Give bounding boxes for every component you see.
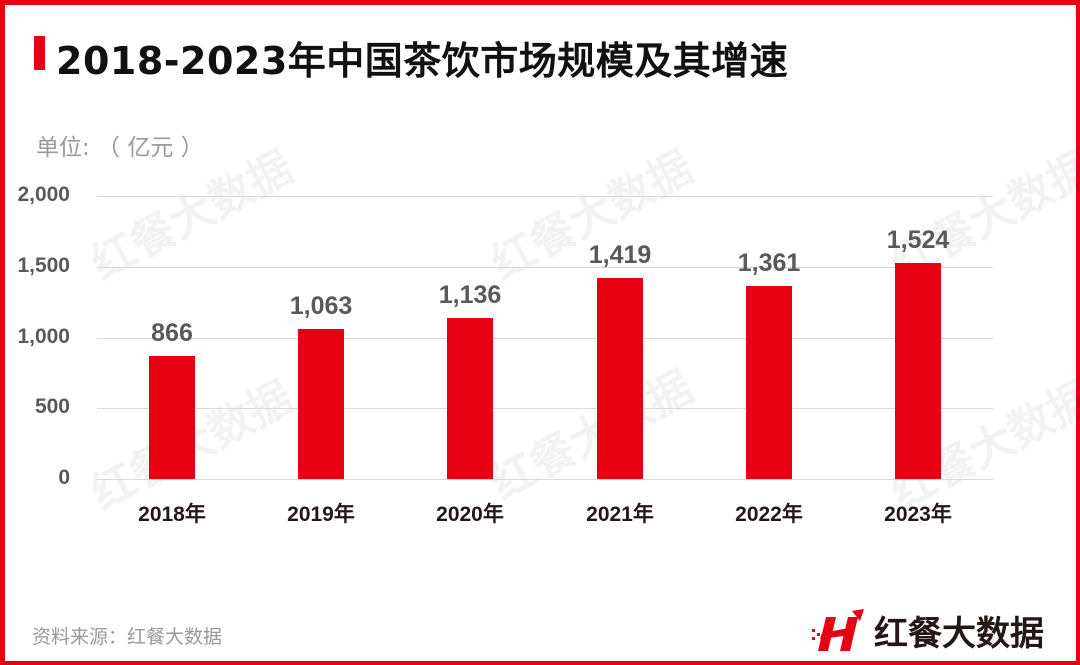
x-tick-label: 2020年 bbox=[436, 503, 504, 526]
unit-label: 单位: （ 亿元 ） bbox=[36, 135, 204, 161]
y-tick-label: 2,000 bbox=[17, 183, 70, 206]
x-tick-label: 2019年 bbox=[287, 503, 355, 526]
gridline bbox=[97, 196, 993, 197]
brand-logo: 红餐大数据 bbox=[808, 606, 1044, 655]
value-label: 866 bbox=[151, 319, 193, 347]
source-note: 资料来源：红餐大数据 bbox=[32, 626, 223, 648]
title-accent-bar bbox=[34, 36, 45, 70]
gridline bbox=[97, 267, 993, 268]
value-label: 1,361 bbox=[737, 249, 801, 277]
y-tick-label: 500 bbox=[34, 395, 70, 418]
bar-2018年 bbox=[149, 356, 195, 479]
value-label: 1,524 bbox=[886, 226, 950, 254]
x-tick-label: 2022年 bbox=[735, 503, 803, 526]
chart-title: 2018-2023年中国茶饮市场规模及其增速 bbox=[56, 39, 789, 83]
gridline bbox=[97, 338, 993, 339]
y-tick-label: 1,000 bbox=[17, 325, 70, 348]
gridline bbox=[97, 479, 993, 480]
x-tick-label: 2021年 bbox=[586, 503, 654, 526]
bar-2020年 bbox=[447, 318, 493, 479]
bar-2019年 bbox=[298, 329, 344, 479]
bar-2022年 bbox=[746, 286, 792, 479]
y-tick-label: 1,500 bbox=[17, 254, 70, 277]
value-label: 1,136 bbox=[438, 281, 502, 309]
x-tick-label: 2018年 bbox=[138, 503, 206, 526]
gridline bbox=[97, 408, 993, 409]
y-tick-label: 0 bbox=[58, 466, 70, 489]
hongcan-h-logo-icon bbox=[808, 608, 868, 653]
value-label: 1,419 bbox=[588, 241, 652, 269]
logo-text: 红餐大数据 bbox=[874, 614, 1044, 654]
x-tick-label: 2023年 bbox=[884, 503, 952, 526]
value-label: 1,063 bbox=[289, 292, 353, 320]
bar-2023年 bbox=[895, 263, 941, 479]
bar-2021年 bbox=[597, 278, 643, 479]
